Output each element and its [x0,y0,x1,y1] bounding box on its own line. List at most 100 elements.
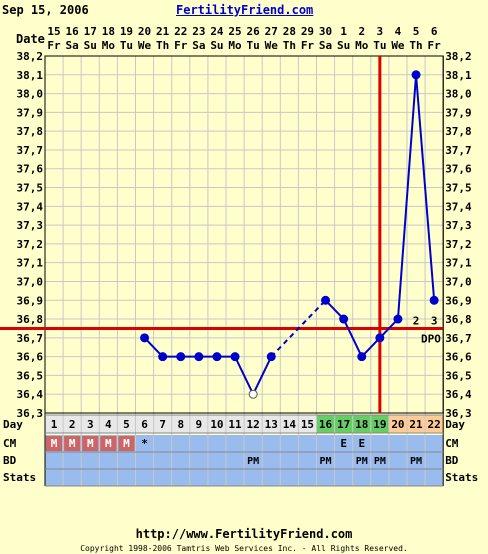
day-cell [262,415,281,433]
menses-cell [82,436,99,451]
day-cell [370,415,389,433]
day-cell [352,415,371,433]
temperature-segment [415,74,436,301]
footer-url[interactable]: http://www.FertilityFriend.com [135,527,353,541]
bd-entry: PM [356,456,368,467]
day-cell [153,415,172,433]
chart-date: Sep 15, 2006 [2,3,89,17]
temperature-point [176,352,186,362]
y-tick-label-right: 36,3 [445,407,472,420]
day-row-label-right: Day [445,418,465,431]
temperature-segment [252,356,273,395]
date-row-label: Date [16,32,45,46]
temperature-series [140,70,439,399]
bd-entry: PM [410,456,422,467]
bd-entry: PM [374,456,386,467]
date-label: 27 [265,25,278,38]
cm-entry: M [51,437,58,450]
y-tick-label-left: 38,0 [17,88,44,101]
y-tick-label-left: 36,3 [17,407,44,420]
temperature-point [140,333,150,343]
date-label: 3 [377,25,384,38]
day-cell [117,415,136,433]
weekday-label: Tu [373,39,386,52]
date-label: 17 [84,25,97,38]
footer-copyright: Copyright 1998-2006 Tamtris Web Services… [80,544,408,553]
temperature-point [266,352,276,362]
date-label: 26 [247,25,261,38]
date-label: 23 [192,25,205,38]
cycle-day-label: 6 [141,418,148,431]
bd-row-label-left: BD [3,454,17,467]
y-tick-label-right: 37,8 [445,125,472,138]
y-tick-label-left: 37,3 [17,219,44,232]
date-label: 15 [47,25,60,38]
weekday-label: Tu [247,39,260,52]
day-cell [226,415,245,433]
temperature-point [212,352,222,362]
y-tick-label-left: 36,5 [17,369,44,382]
y-tick-label-right: 36,7 [445,332,472,345]
brand-link[interactable]: FertilityFriend.com [176,3,314,17]
cm-entry: M [87,437,94,450]
cycle-day-label: 15 [301,418,314,431]
menses-cell [46,436,63,451]
date-label: 18 [102,25,115,38]
cm-row-label-right: CM [445,437,459,450]
day-cell [81,415,100,433]
day-cell [99,415,118,433]
cycle-day-label: 17 [337,418,350,431]
y-tick-label-left: 37,4 [17,200,44,213]
cm-entry: E [358,437,365,450]
cycle-day-label: 5 [123,418,130,431]
temperature-segment [234,356,255,395]
day-cell [280,415,299,433]
y-tick-label-left: 36,8 [17,313,44,326]
cycle-day-label: 13 [265,418,278,431]
cycle-day-label: 4 [105,418,112,431]
cycle-day-label: 9 [196,418,203,431]
day-cell [244,415,263,433]
y-tick-label-right: 36,8 [445,313,472,326]
day-cell [388,415,407,433]
cm-entry: M [105,437,112,450]
day-cell [407,415,426,433]
day-cell [316,415,335,433]
day-cell [63,415,82,433]
y-tick-label-right: 36,6 [445,351,472,364]
temperature-point [339,314,349,324]
day-cell [171,415,190,433]
date-label: 22 [174,25,187,38]
y-tick-label-right: 36,4 [445,388,472,401]
stats-row-label-right: Stats [445,471,478,484]
y-tick-label-right: 38,2 [445,50,472,63]
temperature-point [375,333,385,343]
y-tick-label-right: 37,7 [445,144,472,157]
date-label: 29 [301,25,314,38]
weekday-label: Fr [174,39,188,52]
y-tick-label-left: 37,5 [17,182,44,195]
y-tick-label-left: 37,9 [17,106,44,119]
cm-entry: E [340,437,347,450]
day-cell [207,415,226,433]
y-tick-label-left: 36,6 [17,351,44,364]
weekday-label: We [265,39,279,52]
day-cell [334,415,353,433]
y-tick-label-right: 37,1 [445,257,472,270]
weekday-label: We [138,39,152,52]
y-tick-label-left: 37,1 [17,257,44,270]
temperature-segment-dashed [270,299,327,358]
cycle-day-label: 14 [283,418,297,431]
weekday-label: Tu [120,39,133,52]
date-label: 2 [358,25,365,38]
y-tick-label-right: 38,1 [445,69,472,82]
reference-lines [0,56,444,413]
day-cell [298,415,317,433]
cycle-day-label: 20 [391,418,404,431]
y-tick-label-left: 38,2 [17,50,44,63]
cycle-day-label: 16 [319,418,333,431]
weekday-label: Su [210,39,223,52]
weekday-label: Mo [102,39,116,52]
fertility-chart: Date15Fr16Sa17Su18Mo19Tu20We21Th22Fr23Sa… [0,25,478,487]
date-label: 6 [431,25,438,38]
